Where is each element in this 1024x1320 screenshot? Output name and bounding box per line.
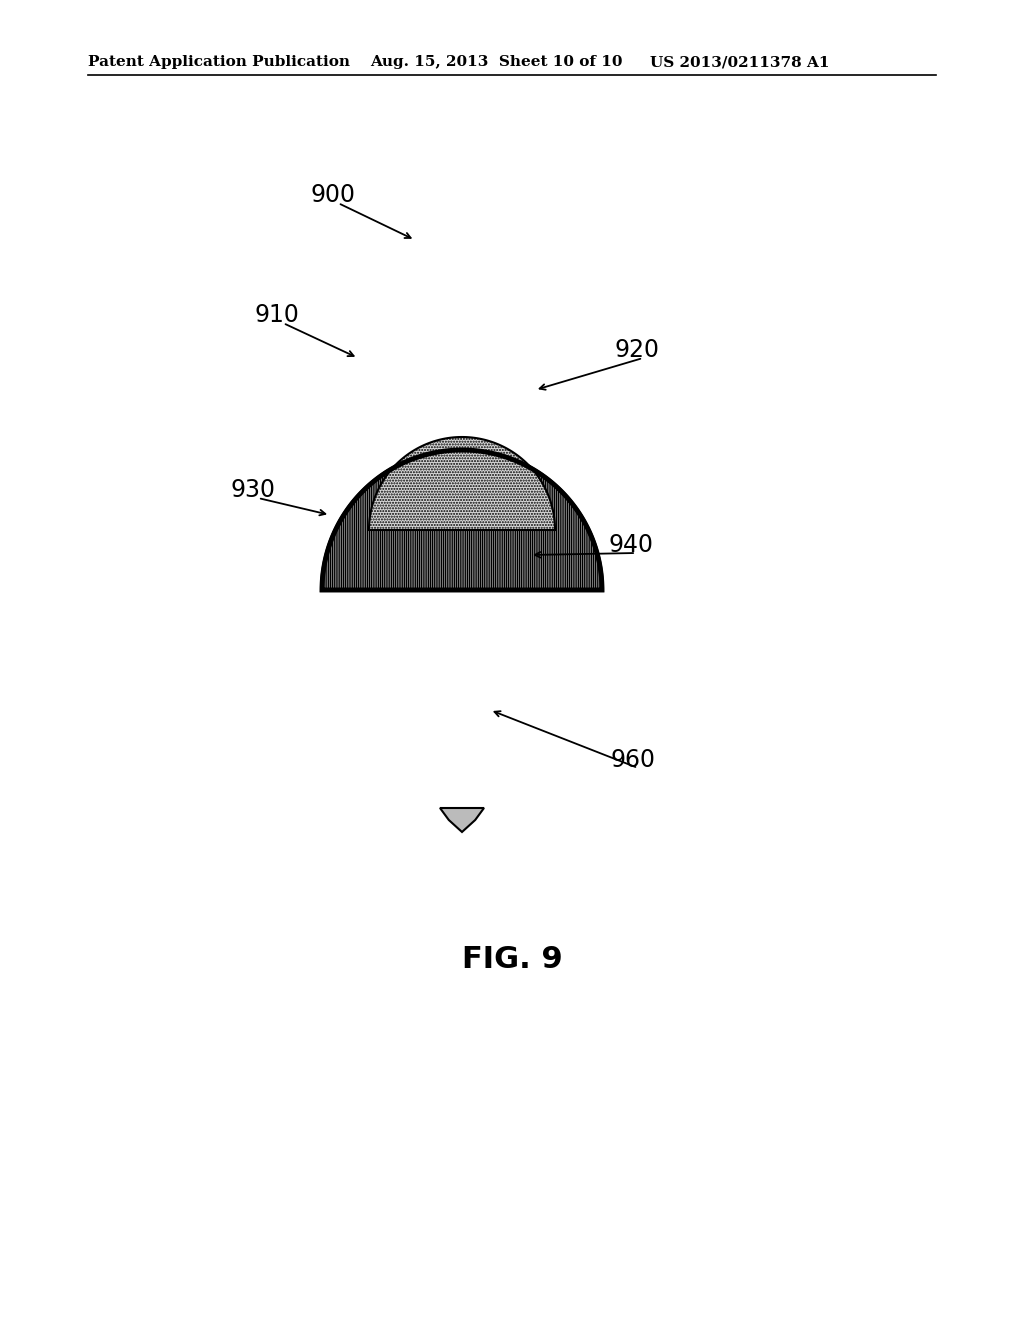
Text: 960: 960: [610, 748, 655, 772]
Text: Aug. 15, 2013  Sheet 10 of 10: Aug. 15, 2013 Sheet 10 of 10: [370, 55, 623, 69]
Text: 910: 910: [255, 304, 300, 327]
Polygon shape: [322, 450, 602, 590]
Polygon shape: [369, 437, 555, 531]
Text: FIG. 9: FIG. 9: [462, 945, 562, 974]
Text: Patent Application Publication: Patent Application Publication: [88, 55, 350, 69]
Text: 900: 900: [310, 183, 355, 207]
Text: 920: 920: [615, 338, 660, 362]
Polygon shape: [369, 437, 555, 531]
Text: 930: 930: [230, 478, 275, 502]
Polygon shape: [440, 808, 484, 832]
Text: US 2013/0211378 A1: US 2013/0211378 A1: [650, 55, 829, 69]
Polygon shape: [322, 450, 602, 590]
Text: 940: 940: [608, 533, 653, 557]
